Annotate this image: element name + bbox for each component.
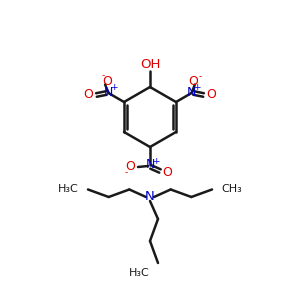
Text: H₃C: H₃C <box>58 184 79 194</box>
Text: N: N <box>104 86 113 100</box>
Text: N: N <box>145 190 155 203</box>
Text: O: O <box>207 88 217 101</box>
Text: H₃C: H₃C <box>129 268 150 278</box>
Text: +: + <box>152 157 160 166</box>
Text: +: + <box>193 83 200 92</box>
Text: N: N <box>145 158 155 172</box>
Text: O: O <box>83 88 93 101</box>
Text: -: - <box>124 169 128 178</box>
Text: -: - <box>198 72 202 81</box>
Text: O: O <box>188 75 198 88</box>
Text: O: O <box>162 167 172 179</box>
Text: CH₃: CH₃ <box>221 184 242 194</box>
Text: -: - <box>101 71 105 80</box>
Text: +: + <box>110 83 117 92</box>
Text: O: O <box>125 160 135 173</box>
Text: O: O <box>102 75 112 88</box>
Text: N: N <box>187 86 196 100</box>
Text: OH: OH <box>140 58 160 70</box>
